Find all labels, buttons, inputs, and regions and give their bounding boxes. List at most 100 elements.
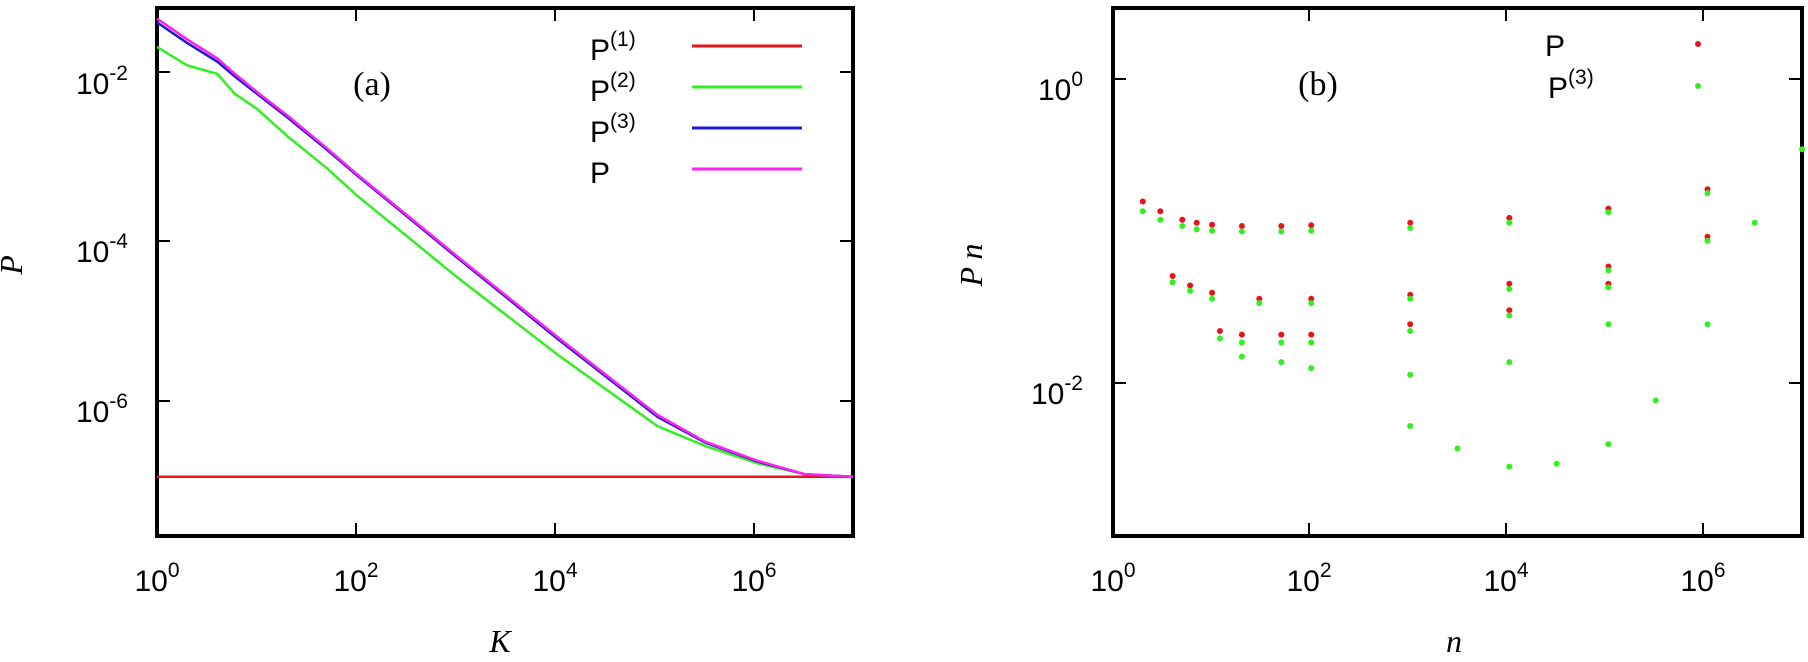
scatter-point-b [1238, 339, 1245, 346]
scatter-point-b [1308, 339, 1315, 346]
scatter-point-b [1506, 214, 1513, 221]
legend-entry-a: P(3) [590, 110, 802, 149]
series-layer-b [1139, 146, 1805, 470]
y-tick-label-a: 10-4 [76, 230, 128, 269]
scatter-point-b [1704, 233, 1711, 240]
scatter-point-b [1506, 286, 1513, 292]
scatter-point-b [1308, 331, 1315, 338]
scatter-point-b [1238, 228, 1245, 235]
scatter-point-b [1704, 190, 1711, 197]
legend-entry-b: P(3) [1548, 66, 1701, 105]
scatter-point-b [1799, 146, 1805, 153]
legend-a: P(1) P(2) P(3) P [590, 28, 802, 190]
x-tick-label-b: 100 [1090, 559, 1135, 598]
series-line-a [156, 21, 854, 479]
scatter-point-b [1605, 441, 1612, 448]
legend-label-a: P(2) [590, 69, 636, 108]
legend-marker-b [1695, 41, 1701, 47]
scatter-point-b [1652, 397, 1659, 404]
legend-label-a: P(1) [590, 28, 636, 67]
scatter-point-b [1407, 225, 1414, 231]
scatter-point-b [1704, 321, 1711, 328]
y-axis-label-a: P [0, 255, 29, 276]
scatter-point-b [1605, 209, 1612, 216]
scatter-point-b [1751, 219, 1758, 226]
panel-a: 10-2 10-4 10-6 100 102 104 106 K P (a) P… [0, 6, 855, 659]
y-tick-label-a: 10-2 [76, 62, 128, 101]
scatter-point-b [1187, 282, 1194, 289]
legend-marker-b [1695, 83, 1701, 89]
scatter-point-b [1308, 295, 1315, 302]
scatter-point-b [1278, 228, 1285, 235]
x-tick-label-a: 106 [731, 559, 776, 598]
scatter-point-b [1454, 445, 1461, 452]
scatter-point-b [1139, 208, 1146, 215]
scatter-point-b [1506, 280, 1513, 287]
scatter-point-b [1278, 339, 1285, 346]
panel-b: 100 10-2 100 102 104 106 n P n (b) P P(3… [953, 6, 1805, 659]
scatter-point-b [1238, 223, 1245, 229]
x-tick-label-a: 102 [333, 559, 378, 598]
y-ticks-b [1113, 78, 1802, 384]
scatter-point-b [1308, 365, 1315, 372]
series-line-a [156, 45, 854, 479]
plot-frame-a [155, 6, 855, 538]
scatter-point-b [1256, 295, 1263, 302]
x-axis-label-a: K [488, 623, 512, 659]
scatter-point-b [1216, 328, 1223, 334]
legend-entry-b: P [1545, 30, 1701, 63]
scatter-point-b [1187, 287, 1194, 294]
legend-label-b: P [1545, 30, 1565, 63]
scatter-point-b [1256, 300, 1263, 307]
x-ticks-b [1112, 8, 1704, 536]
legend-entry-a: P [590, 157, 802, 190]
scatter-point-b [1506, 463, 1513, 470]
scatter-point-b [1407, 295, 1414, 302]
scatter-point-b [1605, 321, 1612, 328]
scatter-point-b [1209, 227, 1216, 234]
legend-label-a: P [590, 157, 610, 190]
scatter-point-b [1407, 423, 1414, 429]
y-tick-label-b: 10-2 [1031, 372, 1083, 411]
scatter-point-b [1407, 371, 1414, 378]
scatter-point-b [1506, 307, 1513, 314]
scatter-point-b [1506, 219, 1513, 226]
x-tick-label-b: 106 [1680, 559, 1725, 598]
scatter-point-b [1179, 223, 1186, 229]
scatter-point-b [1407, 328, 1414, 334]
scatter-point-b [1506, 359, 1513, 366]
scatter-point-b [1139, 198, 1146, 205]
scatter-point-b [1193, 219, 1200, 226]
legend-label-b: P(3) [1548, 66, 1594, 105]
legend-entry-a: P(1) [590, 28, 802, 67]
scatter-point-b [1179, 216, 1186, 223]
y-tick-label-b: 100 [1038, 68, 1083, 107]
scatter-point-b [1407, 321, 1414, 328]
scatter-point-b [1278, 223, 1285, 229]
legend-label-a: P(3) [590, 110, 636, 149]
scatter-point-b [1169, 273, 1176, 279]
x-tick-label-b: 102 [1286, 559, 1331, 598]
y-axis-label-b: P n [953, 244, 989, 288]
scatter-point-b [1308, 300, 1315, 307]
x-tick-label-a: 104 [532, 559, 577, 598]
y-ticks-a [157, 71, 853, 402]
scatter-point-b [1553, 460, 1560, 467]
scatter-point-b [1506, 312, 1513, 319]
y-tick-label-a: 10-6 [76, 390, 128, 429]
scatter-point-b [1704, 237, 1711, 244]
scatter-point-b [1605, 267, 1612, 274]
scatter-point-b [1157, 208, 1164, 215]
scatter-point-b [1605, 284, 1612, 291]
scatter-point-b [1209, 289, 1216, 296]
scatter-point-b [1407, 219, 1414, 226]
legend-b: P P(3) [1545, 30, 1701, 105]
series-layer-a [156, 17, 854, 479]
x-ticks-a [156, 8, 755, 536]
scatter-point-b [1278, 359, 1285, 366]
x-tick-label-a: 100 [134, 559, 179, 598]
scatter-point-b [1308, 227, 1315, 234]
scatter-point-b [1238, 331, 1245, 338]
scatter-point-b [1157, 216, 1164, 223]
